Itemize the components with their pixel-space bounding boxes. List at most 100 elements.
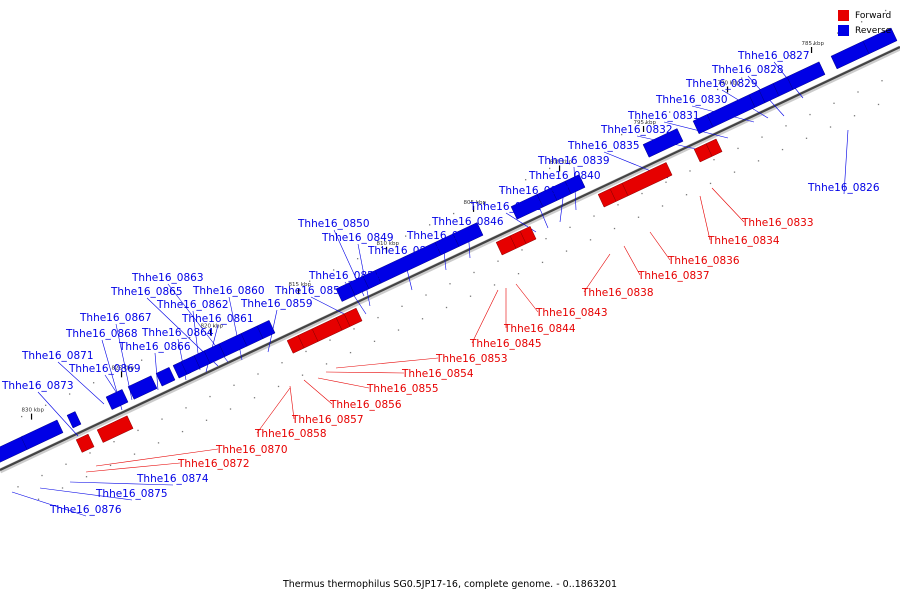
- scale-dot: [545, 237, 547, 240]
- scale-dot: [692, 100, 695, 102]
- forward-gene-label: Thhe16_0870: [215, 444, 288, 456]
- scale-dot: [541, 261, 544, 264]
- reverse-gene-label: Thhe16_0835: [567, 140, 640, 152]
- scale-dot: [812, 43, 815, 45]
- scale-dot: [92, 382, 95, 384]
- scale-dot: [349, 351, 352, 354]
- forward-leader: [711, 187, 745, 223]
- forward-gene-label: Thhe16_0833: [741, 217, 814, 229]
- kbp-tick-label: 800 kbp: [550, 159, 573, 165]
- forward-gene-label: Thhe16_0838: [581, 287, 654, 299]
- forward-gene-label: Thhe16_0845: [469, 338, 542, 350]
- reverse-gene-arrow: [66, 411, 82, 429]
- forward-gene-label: Thhe16_0853: [435, 353, 508, 365]
- backbone-line: [0, 46, 900, 471]
- scale-dot: [644, 122, 647, 124]
- reverse-gene-label: Thhe16_0847: [406, 230, 479, 242]
- reverse-leader: [357, 243, 371, 307]
- scale-dot: [757, 160, 760, 162]
- reverse-gene-label: Thhe16_0874: [136, 473, 209, 485]
- scale-dot: [829, 126, 832, 128]
- reverse-gene-label: Thhe16_0869: [68, 363, 141, 375]
- scale-dot: [373, 340, 376, 342]
- scale-dot: [301, 374, 304, 376]
- reverse-gene-arrow: [256, 320, 276, 339]
- scale-dot: [253, 397, 256, 399]
- scale-dot: [641, 192, 643, 195]
- reverse-gene-label: Thhe16_0842: [469, 201, 542, 213]
- scale-dot: [500, 190, 503, 192]
- reverse-gene-label: Thhe16_0830: [655, 94, 728, 106]
- scale-dot: [637, 216, 640, 218]
- forward-gene-label: Thhe16_0843: [535, 307, 608, 319]
- forward-gene-arrow: [343, 307, 363, 327]
- scale-dot: [709, 182, 712, 185]
- scale-dot: [209, 395, 211, 398]
- scale-dot: [20, 415, 23, 418]
- scale-dot: [113, 441, 115, 443]
- scale-dot: [397, 329, 400, 331]
- forward-leader: [303, 379, 333, 405]
- reverse-gene-arrow: [20, 419, 64, 450]
- scale-dot: [185, 407, 187, 409]
- reverse-gene-label: Thhe16_0860: [192, 285, 265, 297]
- scale-dot: [805, 137, 808, 139]
- scale-dot: [329, 339, 331, 341]
- scale-dot: [452, 212, 455, 215]
- scale-dots: [17, 9, 887, 500]
- kbp-tick-label: 825 kbp: [112, 365, 135, 371]
- kbp-tick-label: 785 kbp: [802, 41, 825, 47]
- scale-dot: [740, 77, 743, 79]
- scale-dot: [833, 102, 835, 104]
- scale-dot: [497, 260, 499, 262]
- reverse-gene-label: Thhe16_0875: [95, 488, 168, 500]
- genome-caption: Thermus thermophilus SG0.5JP17-16, compl…: [282, 579, 618, 590]
- forward-leader: [583, 253, 611, 293]
- scale-dot: [617, 204, 619, 206]
- scale-dot: [548, 167, 551, 170]
- forward-gene-label: Thhe16_0857: [291, 414, 364, 426]
- scale-dot: [596, 145, 599, 147]
- forward-gene-arrow: [705, 138, 723, 157]
- legend: Forward Reverse: [838, 8, 891, 38]
- forward-gene-label: Thhe16_0856: [329, 399, 402, 411]
- reverse-gene-label: Thhe16_0831: [627, 110, 700, 122]
- scale-dot: [737, 147, 739, 150]
- scale-dot: [857, 91, 859, 93]
- forward-gene-label: Thhe16_0855: [366, 383, 439, 395]
- reverse-swatch: [838, 25, 849, 36]
- scale-dot: [401, 305, 403, 307]
- scale-dot: [37, 498, 40, 500]
- reverse-gene-label: Thhe16_0867: [79, 312, 152, 324]
- scale-dot: [685, 194, 688, 196]
- scale-dot: [449, 283, 451, 285]
- reverse-gene-label: Thhe16_0868: [65, 328, 138, 340]
- scale-dot: [668, 111, 671, 113]
- scale-dot: [428, 224, 431, 226]
- reverse-gene-label: Thhe16_0865: [110, 286, 183, 298]
- scale-dot: [44, 404, 47, 406]
- forward-leader: [623, 245, 641, 276]
- scale-dot: [65, 463, 67, 465]
- reverse-gene-label: Thhe16_0829: [685, 78, 758, 90]
- reverse-gene-label: Thhe16_0873: [1, 380, 74, 392]
- reverse-leader: [663, 121, 729, 139]
- scale-dot: [116, 370, 119, 373]
- reverse-leader: [57, 361, 105, 405]
- scale-dot: [781, 148, 784, 151]
- kbp-tick-label: 830 kbp: [22, 408, 45, 414]
- kbp-tick-label: 790 kbp: [718, 80, 741, 86]
- scale-dot: [305, 350, 307, 353]
- scale-dot: [473, 271, 475, 274]
- reverse-gene-label: Thhe16_0864: [141, 327, 214, 339]
- scale-dot: [257, 373, 259, 375]
- reverse-gene-label: Thhe16_0859: [240, 298, 313, 310]
- forward-gene-label: Thhe16_0836: [667, 255, 740, 267]
- scale-dot: [860, 21, 863, 23]
- scale-dot: [281, 362, 283, 364]
- scale-dot: [356, 258, 359, 260]
- forward-gene-label: Thhe16_0858: [254, 428, 327, 440]
- scale-dot: [565, 250, 568, 252]
- scale-dot: [713, 159, 715, 161]
